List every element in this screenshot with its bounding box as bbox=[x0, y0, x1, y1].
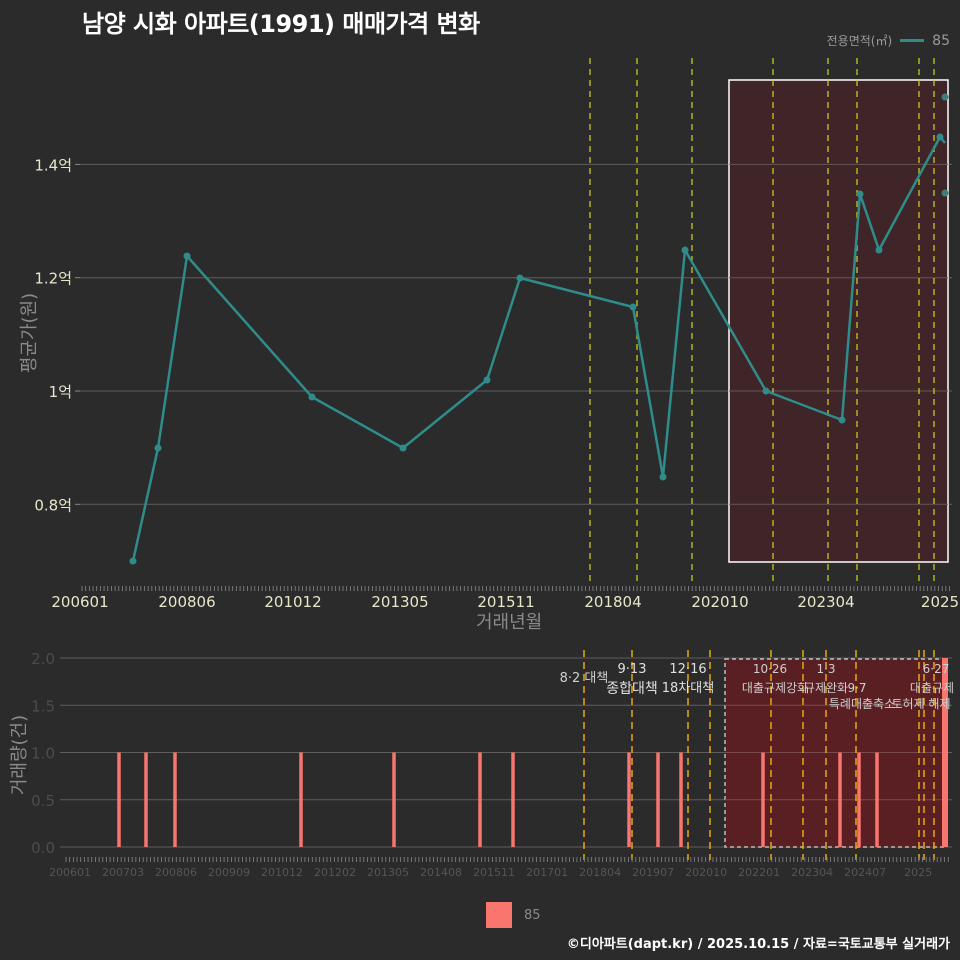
x-tick-label: 202201 bbox=[738, 866, 780, 879]
y-tick-label: 1.4억 bbox=[34, 156, 72, 174]
volume-bar bbox=[942, 658, 948, 847]
lower-y-axis-label: 거래량(건) bbox=[9, 714, 30, 796]
x-tick-label: 201907 bbox=[632, 866, 674, 879]
policy-annotation: 특례대출축소 bbox=[829, 697, 895, 711]
highlight-region bbox=[728, 79, 949, 563]
legend-entry-label: 85 bbox=[932, 32, 950, 49]
x-tick-label: 202010 bbox=[685, 866, 727, 879]
data-point bbox=[838, 416, 846, 424]
legend-title: 전용면적(㎡) bbox=[826, 34, 893, 48]
volume-bar bbox=[838, 752, 842, 847]
y-tick-label: 0.5 bbox=[31, 792, 55, 810]
x-tick-label: 201511 bbox=[477, 593, 534, 611]
x-tick-label: 202010 bbox=[691, 593, 748, 611]
data-point bbox=[154, 444, 162, 452]
volume-bar bbox=[627, 752, 631, 847]
data-point bbox=[183, 252, 191, 260]
data-point bbox=[681, 246, 689, 254]
volume-bar bbox=[761, 752, 765, 847]
volume-bar bbox=[117, 752, 121, 847]
x-tick-label: 201701 bbox=[526, 866, 568, 879]
data-point bbox=[308, 393, 316, 401]
x-tick-label: 201012 bbox=[264, 593, 321, 611]
policy-annotation: 18차대책 bbox=[662, 681, 714, 696]
policy-annotation: 토허제 해제 bbox=[891, 697, 950, 711]
legend-bottom-label: 85 bbox=[524, 907, 541, 923]
data-point bbox=[762, 387, 770, 395]
data-point bbox=[629, 303, 637, 311]
legend-line-icon bbox=[900, 39, 925, 42]
volume-bar bbox=[392, 752, 396, 847]
data-point bbox=[399, 444, 407, 452]
data-point bbox=[936, 133, 944, 141]
policy-annotation: 종합대책 bbox=[606, 681, 658, 697]
data-point bbox=[941, 189, 949, 197]
upper-y-axis-label: 평균가(원) bbox=[19, 292, 40, 374]
data-point bbox=[129, 557, 137, 565]
volume-bar bbox=[857, 752, 861, 847]
x-tick-label: 202407 bbox=[844, 866, 886, 879]
x-tick-label: 201511 bbox=[473, 866, 515, 879]
y-tick-label: 2.0 bbox=[31, 650, 55, 668]
x-tick-label: 200601 bbox=[51, 593, 108, 611]
volume-bar bbox=[511, 752, 515, 847]
x-tick-label: 201804 bbox=[584, 593, 641, 611]
policy-annotation: 6·27 bbox=[923, 662, 950, 676]
volume-bar bbox=[144, 752, 148, 847]
policy-annotation: 8·2 대책 bbox=[560, 671, 609, 686]
data-point bbox=[483, 376, 491, 384]
x-tick-label: 200601 bbox=[49, 866, 91, 879]
volume-bar bbox=[875, 752, 879, 847]
legend-bottom: 85 bbox=[486, 902, 541, 928]
x-tick-label: 201305 bbox=[371, 593, 428, 611]
x-tick-label: 201305 bbox=[367, 866, 409, 879]
x-tick-label: 2025 bbox=[904, 866, 932, 879]
x-tick-label: 200806 bbox=[155, 866, 197, 879]
policy-annotation: 9·13 bbox=[618, 662, 647, 677]
footer-credit: ©디아파트(dapt.kr) / 2025.10.15 / 자료=국토교통부 실… bbox=[566, 937, 950, 952]
x-tick-label: 200703 bbox=[102, 866, 144, 879]
data-point bbox=[941, 93, 949, 101]
policy-annotation: 9·7 bbox=[847, 681, 866, 695]
data-point bbox=[516, 274, 524, 282]
volume-bar bbox=[173, 752, 177, 847]
price-line bbox=[131, 135, 946, 562]
x-tick-label: 201804 bbox=[579, 866, 621, 879]
chart-title: 남양 시화 아파트(1991) 매매가격 변화 bbox=[82, 10, 480, 38]
x-tick-label: 200806 bbox=[158, 593, 215, 611]
y-tick-label: 1.2억 bbox=[34, 270, 72, 288]
policy-annotation: 12·16 bbox=[669, 662, 706, 677]
y-tick-label: 0.0 bbox=[31, 839, 55, 857]
policy-annotation: 1·3 bbox=[816, 662, 835, 676]
upper-x-axis-label: 거래년월 bbox=[476, 612, 543, 633]
x-tick-label: 2025 bbox=[921, 593, 959, 611]
x-tick-label: 201202 bbox=[314, 866, 356, 879]
y-tick-label: 1.0 bbox=[31, 745, 55, 763]
data-point bbox=[856, 190, 864, 198]
volume-bar bbox=[299, 752, 303, 847]
policy-annotation: 10·26 bbox=[753, 662, 787, 676]
policy-annotation: 규제완화 bbox=[804, 681, 848, 695]
y-tick-label: 0.8억 bbox=[34, 496, 72, 514]
policy-annotation: 대출규제강화 bbox=[742, 681, 808, 695]
data-point bbox=[875, 246, 883, 254]
policy-annotation: 대출규제 bbox=[910, 681, 954, 695]
x-tick-label: 201408 bbox=[420, 866, 462, 879]
data-point bbox=[659, 473, 667, 481]
y-tick-label: 1억 bbox=[49, 383, 72, 401]
legend-swatch-icon bbox=[486, 902, 512, 928]
y-tick-label: 1.5 bbox=[31, 697, 55, 715]
volume-bar bbox=[679, 752, 683, 847]
legend-top: 전용면적(㎡) 85 bbox=[827, 32, 950, 49]
x-tick-label: 202304 bbox=[797, 593, 854, 611]
volume-bar bbox=[656, 752, 660, 847]
x-tick-label: 202304 bbox=[791, 866, 833, 879]
x-tick-label: 201012 bbox=[261, 866, 303, 879]
x-tick-label: 200909 bbox=[208, 866, 250, 879]
volume-bar bbox=[478, 752, 482, 847]
